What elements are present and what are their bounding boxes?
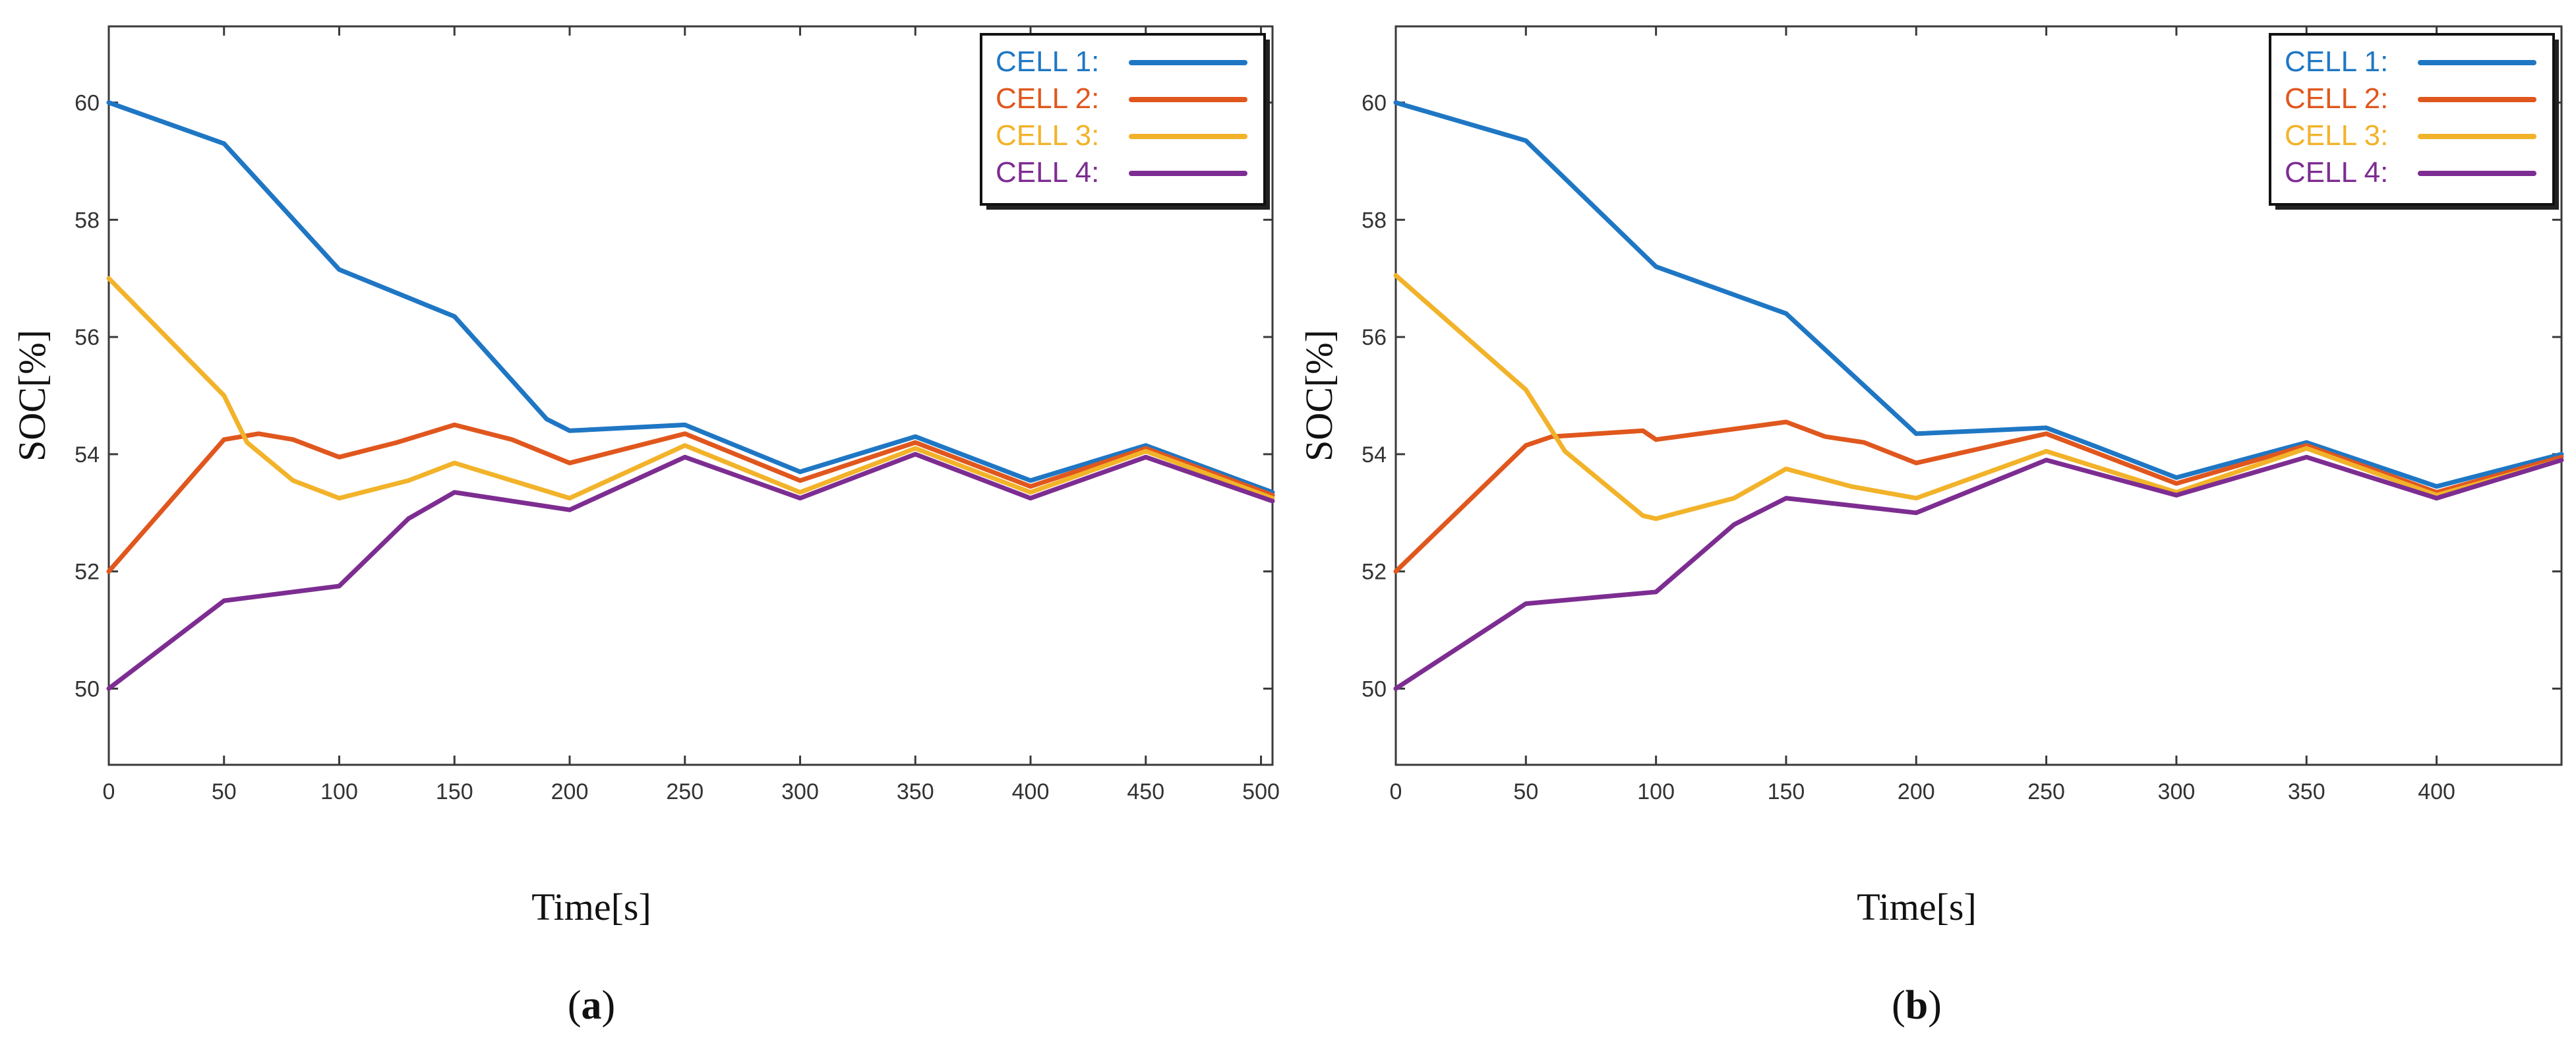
y-axis-label: SOC[%] xyxy=(1298,330,1340,462)
x-tick-label: 200 xyxy=(1898,779,1935,804)
x-tick-label: 400 xyxy=(2418,779,2455,804)
chart-panel-a: 0 50 100 150 200 250 300 350 400 450 500 50 52 54 56 58… xyxy=(11,25,1280,1028)
panel-label: (a) xyxy=(568,983,615,1028)
series-line-cell-2 xyxy=(1393,419,2564,574)
legend-entry-label: CELL 3: xyxy=(2285,119,2388,152)
legend-entry-label: CELL 2: xyxy=(996,82,1099,115)
series-line-cell-3 xyxy=(1393,273,2564,522)
x-tick-label: 500 xyxy=(1242,779,1280,804)
y-tick-label: 52 xyxy=(75,560,100,585)
x-tick-label: 50 xyxy=(212,779,237,804)
x-axis-label: Time[s] xyxy=(1857,885,1977,928)
legend: CELL 1: CELL 2: CELL 3: CELL 4: xyxy=(2269,33,2559,210)
x-tick-label: 400 xyxy=(1012,779,1050,804)
x-tick-label: 100 xyxy=(320,779,358,804)
series-line-cell-4 xyxy=(106,452,1275,691)
series-line-cell-1 xyxy=(106,100,1275,495)
x-tick-label: 0 xyxy=(103,779,115,804)
panel-label: (b) xyxy=(1892,983,1942,1028)
y-tick-label: 50 xyxy=(1362,676,1387,702)
y-tick-label: 50 xyxy=(75,676,100,702)
x-tick-label: 200 xyxy=(551,779,589,804)
y-axis-label: SOC[%] xyxy=(11,330,53,462)
x-axis-label: Time[s] xyxy=(531,885,651,928)
legend-entry-label: CELL 4: xyxy=(2285,156,2388,189)
y-tick-label: 60 xyxy=(75,91,100,116)
y-tick-label: 54 xyxy=(1362,442,1387,467)
y-tick-label: 52 xyxy=(1362,560,1387,585)
y-tick-label: 56 xyxy=(75,325,100,350)
x-tick-label: 100 xyxy=(1637,779,1675,804)
chart-panel-b: 0 50 100 150 200 250 300 350 400 50 52 54 56 58 60 CELL… xyxy=(1298,25,2564,1028)
x-tick-label: 350 xyxy=(897,779,934,804)
x-tick-label: 150 xyxy=(436,779,473,804)
x-tick-label: 250 xyxy=(666,779,704,804)
series-line-cell-2 xyxy=(106,422,1275,574)
legend-entry-label: CELL 4: xyxy=(996,156,1099,189)
y-tick-label: 58 xyxy=(75,208,100,233)
x-tick-label: 150 xyxy=(1768,779,1805,804)
legend-entry-label: CELL 1: xyxy=(996,45,1099,78)
x-tick-label: 300 xyxy=(2158,779,2196,804)
legend: CELL 1: CELL 2: CELL 3: CELL 4: xyxy=(980,33,1270,210)
x-tick-label: 350 xyxy=(2288,779,2325,804)
x-tick-label: 50 xyxy=(1513,779,1538,804)
x-tick-label: 0 xyxy=(1390,779,1402,804)
legend-entry-label: CELL 2: xyxy=(2285,82,2388,115)
legend-entry-label: CELL 3: xyxy=(996,119,1099,152)
x-tick-label: 450 xyxy=(1127,779,1164,804)
y-tick-label: 54 xyxy=(75,442,100,467)
series-line-cell-4 xyxy=(1393,454,2564,691)
y-tick-label: 58 xyxy=(1362,208,1387,233)
series-line-cell-3 xyxy=(106,276,1275,501)
series-line-cell-1 xyxy=(1393,100,2564,489)
y-tick-label: 60 xyxy=(1362,91,1387,116)
legend-entry-label: CELL 1: xyxy=(2285,45,2388,78)
y-tick-label: 56 xyxy=(1362,325,1387,350)
x-tick-label: 300 xyxy=(781,779,819,804)
x-tick-label: 250 xyxy=(2027,779,2065,804)
